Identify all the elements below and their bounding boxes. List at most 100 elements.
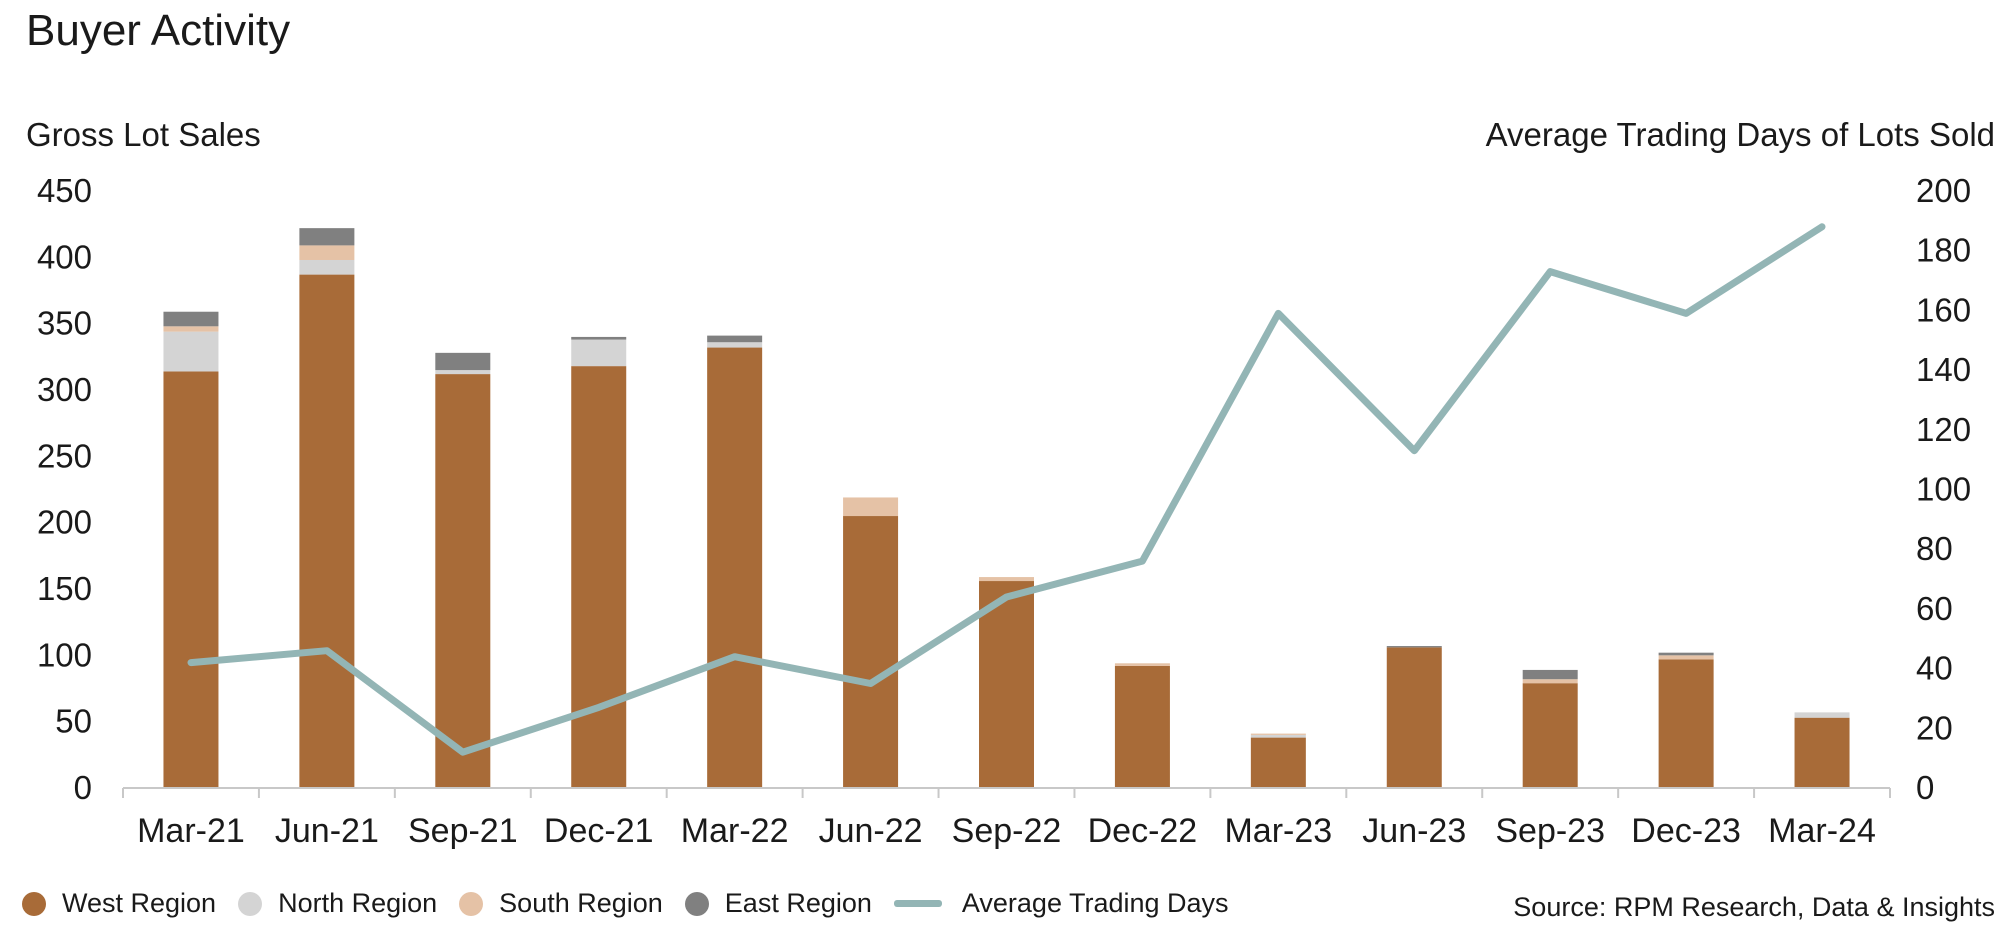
line-point-dec-23 (1684, 311, 1689, 316)
bar-west-region-mar-23 (1250, 737, 1306, 788)
bar-north-region-jun-21 (299, 259, 355, 275)
bar-west-region-dec-22 (1114, 665, 1170, 788)
bar-east-region-sep-21 (435, 352, 491, 371)
x-tick-label-sep-22: Sep-22 (952, 812, 1062, 850)
x-tick-label-mar-24: Mar-24 (1768, 812, 1876, 850)
line-point-sep-23 (1548, 269, 1553, 274)
legend-item-west: West Region (22, 888, 216, 919)
bar-north-region-mar-23 (1250, 734, 1306, 738)
bar-north-region-mar-21 (163, 331, 219, 372)
bar-south-region-dec-23 (1658, 655, 1714, 660)
bar-east-region-dec-21 (571, 336, 627, 340)
right-axis-title: Average Trading Days of Lots Sold (1485, 116, 1995, 153)
line-point-dec-21 (596, 705, 601, 710)
y2-tick-label-160: 160 (1916, 291, 1971, 328)
x-tick-label-dec-23: Dec-23 (1631, 812, 1741, 850)
y-tick-label-450: 450 (37, 172, 92, 209)
line-point-sep-21 (460, 750, 465, 755)
bar-east-region-mar-21 (163, 311, 219, 327)
y-tick-label-50: 50 (55, 703, 92, 740)
bar-east-region-dec-23 (1658, 652, 1714, 656)
y2-tick-label-80: 80 (1916, 530, 1953, 567)
legend-label-east: East Region (724, 888, 872, 918)
line-point-dec-22 (1140, 559, 1145, 564)
bar-north-region-sep-21 (435, 370, 491, 375)
legend-item-north: North Region (238, 888, 437, 919)
line-point-mar-24 (1820, 224, 1825, 229)
y2-tick-label-20: 20 (1916, 709, 1953, 746)
legend-swatch-north (238, 891, 263, 916)
bar-south-region-mar-21 (163, 326, 219, 332)
bar-west-region-jun-22 (843, 516, 899, 788)
y2-tick-label-200: 200 (1916, 172, 1971, 209)
y2-tick-label-140: 140 (1916, 351, 1971, 388)
x-tick-label-mar-21: Mar-21 (137, 812, 245, 850)
legend-swatch-east (684, 891, 709, 916)
legend-item-trading-days: Average Trading Days (893, 888, 1229, 919)
y-tick-label-200: 200 (37, 504, 92, 541)
bar-south-region-sep-22 (979, 577, 1034, 582)
bar-south-region-jun-22 (843, 497, 899, 517)
y-tick-label-100: 100 (37, 636, 92, 673)
y-tick-label-250: 250 (37, 437, 92, 474)
legend-label-north: North Region (278, 888, 438, 918)
bar-west-region-jun-23 (1386, 647, 1442, 788)
chart-title: Buyer Activity (26, 6, 291, 55)
legend-label-south: South Region (499, 888, 663, 918)
bar-north-region-mar-24 (1794, 712, 1850, 718)
bar-east-region-jun-21 (299, 228, 355, 246)
x-tick-label-dec-22: Dec-22 (1088, 812, 1198, 850)
bar-east-region-mar-22 (707, 335, 763, 343)
bar-west-region-sep-22 (979, 581, 1034, 788)
bar-west-region-mar-21 (163, 371, 219, 788)
bar-east-region-jun-23 (1386, 646, 1442, 648)
y2-tick-label-0: 0 (1916, 769, 1934, 806)
bar-south-region-jun-21 (299, 245, 355, 260)
legend-label-trading-days: Average Trading Days (961, 888, 1229, 918)
x-tick-label-dec-21: Dec-21 (544, 812, 654, 850)
x-tick-label-sep-21: Sep-21 (408, 812, 518, 850)
bar-west-region-jun-21 (299, 274, 355, 789)
y2-tick-label-40: 40 (1916, 650, 1953, 687)
x-tick-label-mar-22: Mar-22 (681, 812, 789, 850)
line-point-sep-22 (1004, 594, 1009, 599)
line-point-mar-21 (188, 660, 193, 665)
legend-item-south: South Region (459, 888, 663, 919)
y2-tick-label-120: 120 (1916, 411, 1971, 448)
bar-east-region-sep-23 (1522, 669, 1578, 680)
y2-tick-label-180: 180 (1916, 232, 1971, 269)
bar-south-region-sep-23 (1522, 679, 1578, 684)
bar-north-region-mar-22 (707, 342, 763, 348)
bar-north-region-dec-21 (571, 339, 627, 367)
bar-west-region-dec-23 (1658, 659, 1714, 788)
line-point-jun-22 (868, 681, 873, 686)
legend-swatch-south (459, 891, 484, 916)
line-point-mar-23 (1276, 311, 1281, 316)
bar-south-region-dec-22 (1114, 663, 1170, 666)
y-tick-label-400: 400 (37, 238, 92, 275)
bar-west-region-sep-21 (435, 374, 491, 788)
x-tick-label-jun-21: Jun-21 (275, 812, 379, 850)
line-point-jun-23 (1412, 448, 1417, 453)
legend: West Region North Region South Region Ea… (22, 888, 1251, 919)
y-tick-label-150: 150 (37, 570, 92, 607)
source-note: Source: RPM Research, Data & Insights (1513, 892, 1995, 922)
x-tick-label-jun-23: Jun-23 (1362, 812, 1466, 850)
bar-south-region-mar-23 (1250, 733, 1306, 735)
x-tick-label-sep-23: Sep-23 (1495, 812, 1605, 850)
y2-tick-label-100: 100 (1916, 471, 1971, 508)
x-tick-label-jun-22: Jun-22 (819, 812, 923, 850)
legend-label-west: West Region (62, 888, 217, 918)
left-axis-title: Gross Lot Sales (26, 116, 261, 153)
y-tick-label-300: 300 (37, 371, 92, 408)
bar-west-region-dec-21 (571, 366, 627, 788)
bar-west-region-sep-23 (1522, 683, 1578, 788)
bar-west-region-mar-22 (707, 347, 763, 788)
line-point-jun-21 (324, 648, 329, 653)
y2-tick-label-60: 60 (1916, 590, 1953, 627)
line-point-mar-22 (732, 654, 737, 659)
bar-west-region-mar-24 (1794, 717, 1850, 788)
y-tick-label-350: 350 (37, 305, 92, 342)
x-tick-label-mar-23: Mar-23 (1224, 812, 1332, 850)
